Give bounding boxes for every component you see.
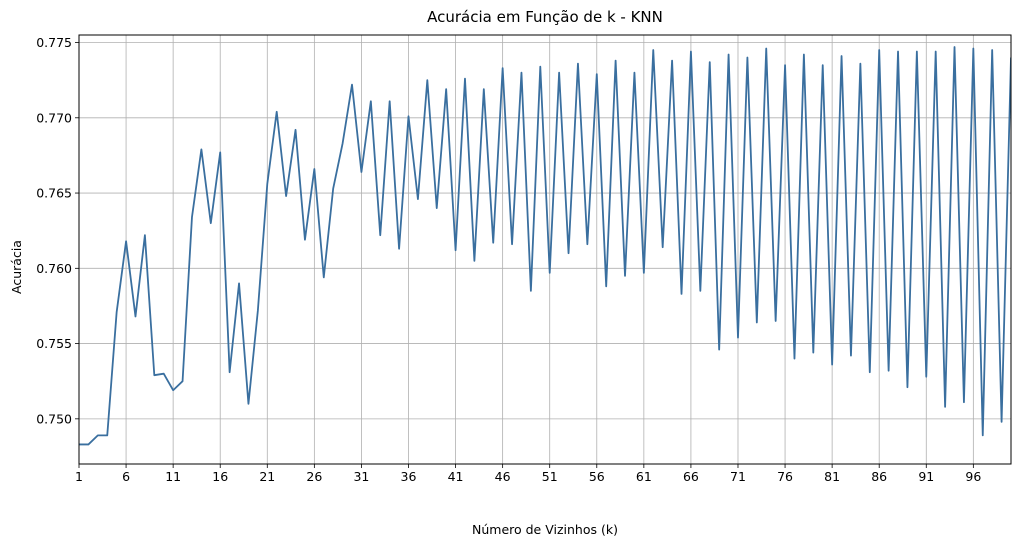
x-tick-label: 11 bbox=[165, 469, 181, 484]
x-tick-label: 86 bbox=[871, 469, 887, 484]
x-tick-label: 6 bbox=[122, 469, 130, 484]
y-tick-label: 0.750 bbox=[36, 411, 72, 426]
x-tick-label: 66 bbox=[683, 469, 699, 484]
x-tick-label: 51 bbox=[542, 469, 558, 484]
y-tick-label: 0.770 bbox=[36, 110, 72, 125]
y-tick-label: 0.775 bbox=[36, 35, 72, 50]
plot-frame bbox=[78, 34, 1012, 465]
series-line bbox=[79, 46, 1011, 446]
x-tick-label: 31 bbox=[353, 469, 369, 484]
x-axis: 1 6 11 16 21 26 31 36 41 46 51 56 61 66 71 76 81 86 91 96 bbox=[75, 464, 981, 484]
x-tick-label: 91 bbox=[918, 469, 934, 484]
x-tick-label: 76 bbox=[777, 469, 793, 484]
x-tick-label: 16 bbox=[212, 469, 228, 484]
grid bbox=[78, 35, 1011, 464]
y-tick-label: 0.765 bbox=[36, 186, 72, 201]
y-axis-label: Acurácia bbox=[9, 240, 24, 294]
y-tick-label: 0.755 bbox=[36, 336, 72, 351]
x-tick-label: 41 bbox=[448, 469, 464, 484]
x-tick-label: 56 bbox=[589, 469, 605, 484]
x-tick-label: 21 bbox=[259, 469, 275, 484]
x-tick-label: 81 bbox=[824, 469, 840, 484]
x-tick-label: 71 bbox=[730, 469, 746, 484]
x-tick-label: 61 bbox=[636, 469, 652, 484]
y-tick-label: 0.760 bbox=[36, 261, 72, 276]
x-tick-label: 96 bbox=[965, 469, 981, 484]
x-tick-label: 1 bbox=[75, 469, 83, 484]
y-axis: 0.750 0.755 0.760 0.765 0.770 0.775 bbox=[36, 35, 79, 426]
x-tick-label: 36 bbox=[401, 469, 417, 484]
chart-title: Acurácia em Função de k - KNN bbox=[427, 8, 663, 26]
x-axis-label: Número de Vizinhos (k) bbox=[472, 522, 618, 537]
x-tick-label: 26 bbox=[306, 469, 322, 484]
line-layer bbox=[79, 46, 1011, 446]
x-tick-label: 46 bbox=[495, 469, 511, 484]
